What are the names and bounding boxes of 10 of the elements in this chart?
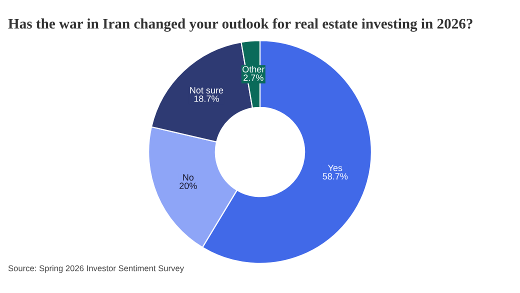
data-label: 2.7% [244, 74, 264, 81]
data-label: 20% [180, 182, 197, 190]
source-note: Source: Spring 2026 Investor Sentiment Survey [8, 265, 184, 273]
slice-label: Not sure [190, 87, 224, 94]
slice-label: No [183, 174, 194, 181]
data-label: 18.7% [194, 96, 219, 102]
data-label: 58.7% [322, 173, 348, 180]
chart-title: Has the war in Iran changed your outlook for real estate investing in 2026? [8, 18, 472, 32]
slice-label: Other [242, 66, 265, 72]
slice-label: Yes [328, 164, 342, 172]
